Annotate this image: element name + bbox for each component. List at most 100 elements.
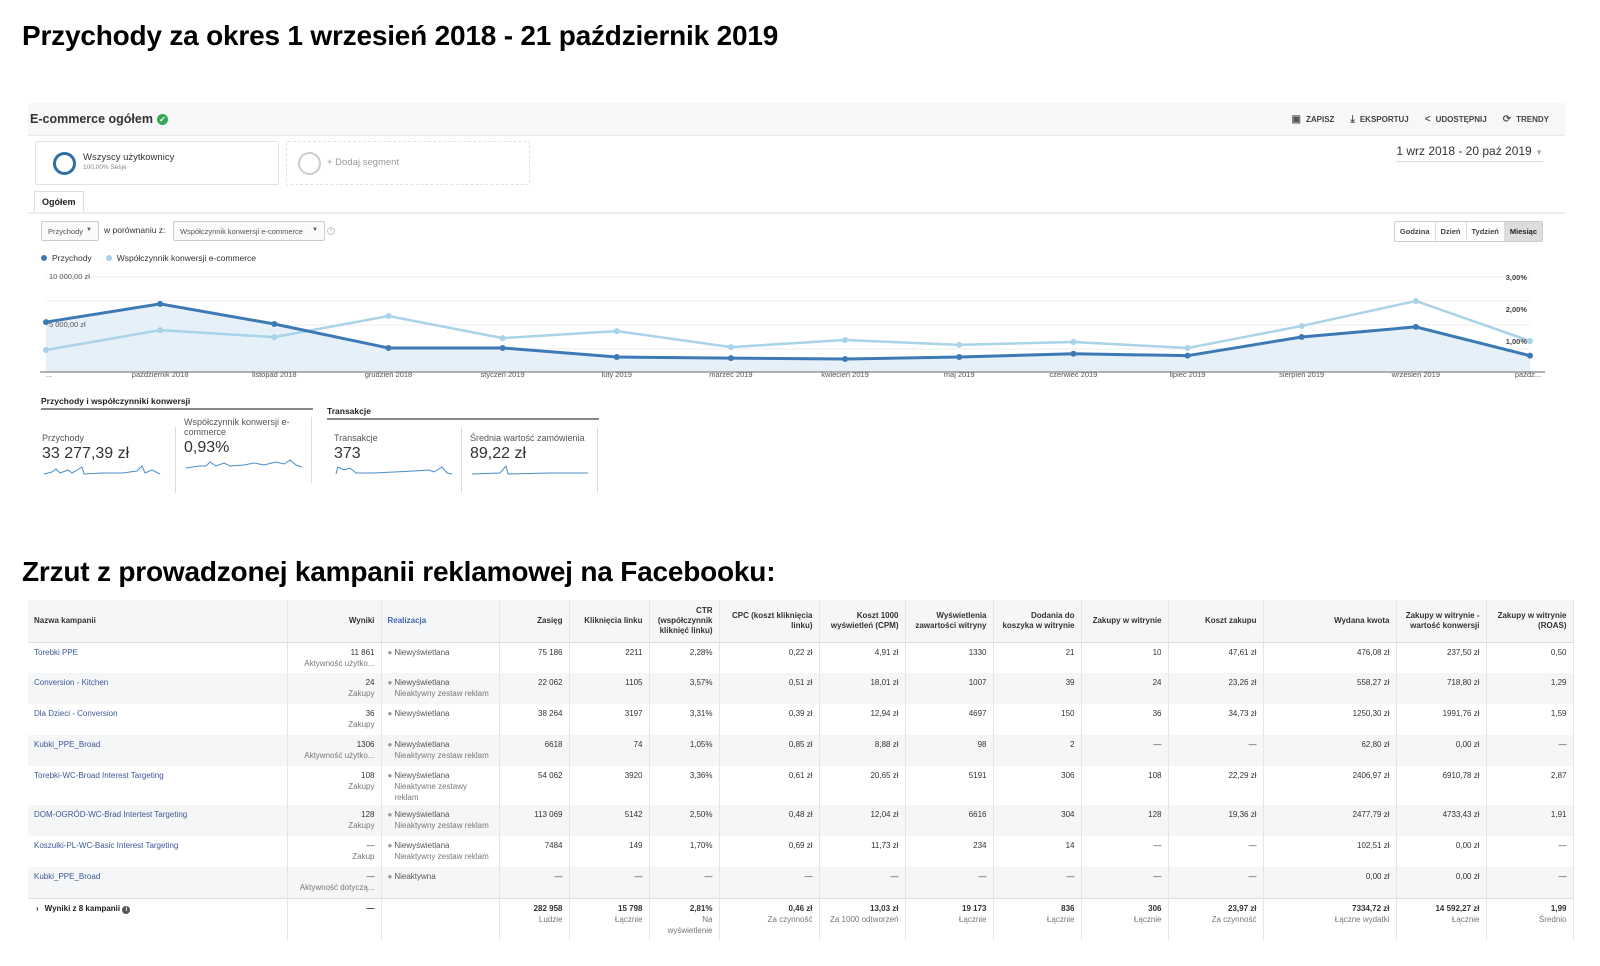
column-header[interactable]: Kliknięcia linku	[569, 600, 650, 643]
info-icon[interactable]: i	[122, 905, 131, 914]
right-tick-label: 2,00%	[1506, 305, 1528, 314]
table-row[interactable]: Conversion - Kitchen 24 Zakupy ● Niewyświetl…	[28, 673, 1574, 704]
column-header[interactable]: Koszt 1000 wyświetleń (CPM)	[819, 600, 906, 643]
compare-metric-select[interactable]: Współczynnik konwersji e-commerce ▼	[173, 221, 325, 241]
metric-cell: 20,65 zł	[819, 766, 906, 805]
granularity-hour[interactable]: Godzina	[1395, 222, 1436, 241]
data-point	[385, 345, 392, 351]
delivery-cell: ● Niewyświetlana Nieaktywny zestaw reklam	[381, 836, 500, 867]
table-row[interactable]: Torebki-WC-Broad Interest Targeting 108 Za…	[28, 766, 1574, 805]
column-header[interactable]: Wyniki	[287, 600, 382, 643]
chevron-right-icon[interactable]: ›	[36, 903, 39, 913]
campaign-name-link[interactable]: Conversion - Kitchen	[28, 673, 288, 704]
metric-cell: 1007	[905, 673, 994, 704]
campaign-name-link[interactable]: Kubki_PPE_Broad	[28, 867, 288, 898]
segment-all-users[interactable]: Wszyscy użytkownicy 100,00% Sesje	[35, 141, 279, 185]
table-row[interactable]: Kubki_PPE_Broad — Aktywność dotyczą... ● Nie…	[28, 867, 1574, 898]
column-header[interactable]: Koszt zakupu	[1168, 600, 1264, 643]
metric-avg-order-value[interactable]: Średnia wartość zamówienia 89,22 zł	[464, 427, 598, 493]
table-row[interactable]: Dla Dzieci - Conversion 36 Zakupy ● Niewyświ…	[28, 704, 1574, 735]
delivery-status: Niewyświetlana	[394, 810, 450, 819]
metric-cell: 3,57%	[649, 673, 720, 704]
x-tick-label: paźdz...	[1515, 370, 1541, 379]
metric-cell: 237,50 zł	[1396, 642, 1487, 673]
x-tick-label: czerwiec 2019	[1049, 370, 1097, 379]
share-button[interactable]: < UDOSTĘPNIJ	[1425, 114, 1487, 125]
table-row[interactable]: Koszulki-PL-WC-Basic Interest Targeting —…	[28, 836, 1574, 867]
metric-cell: 149	[569, 836, 650, 867]
results-cell: 11 861 Aktywność użytko...	[287, 642, 382, 673]
metric-cell: 75 186	[499, 642, 570, 673]
column-header[interactable]: CTR (współczynnik kliknięć linku)	[649, 600, 720, 643]
granularity-switch: Godzina Dzień Tydzień Miesiąc	[1393, 221, 1543, 242]
metric-cell: 22,29 zł	[1168, 766, 1264, 805]
status-dot-icon: ●	[387, 841, 393, 850]
column-header[interactable]: Dodania do koszyka w witrynie	[993, 600, 1082, 643]
data-point	[727, 344, 734, 351]
summary-value: 15 798	[618, 903, 643, 913]
metric-conversion-rate[interactable]: Współczynnik konwersji e-commerce 0,93%	[178, 417, 312, 483]
column-header[interactable]: Zasięg	[499, 600, 570, 643]
add-segment-label: + Dodaj segment	[327, 157, 400, 168]
share-label: UDOSTĘPNIJ	[1435, 115, 1487, 124]
granularity-week[interactable]: Tydzień	[1467, 222, 1505, 241]
data-point	[1184, 352, 1191, 359]
column-header[interactable]: Zakupy w witrynie	[1081, 600, 1169, 643]
metric-revenue[interactable]: Przychody 33 277,39 zł	[42, 427, 176, 493]
status-dot-icon: ●	[387, 872, 393, 881]
tab-overview[interactable]: Ogółem	[34, 191, 84, 213]
table-row[interactable]: DOM-OGRÓD-WC-Brad Intertest Targeting 128…	[28, 805, 1574, 836]
table-row[interactable]: Kubki_PPE_Broad 1306 Aktywność użytko... ● N…	[28, 735, 1574, 766]
column-header[interactable]: Wyświetlenia zawartości witryny	[905, 600, 994, 643]
data-point	[613, 354, 620, 361]
summary-value: 19 173	[962, 903, 987, 913]
legend-item-conversion: Współczynnik konwersji e-commerce	[105, 253, 256, 263]
data-point	[613, 328, 620, 335]
left-tick-label: 10 000,00 zł	[49, 272, 90, 281]
metric-transactions[interactable]: Transakcje 373	[328, 427, 462, 493]
metric-cell: —	[1168, 867, 1264, 898]
facebook-campaigns-table: Nazwa kampanii Wyniki Realizacja Zasięg Klik…	[28, 600, 1574, 940]
summary-value: 306	[1148, 903, 1162, 913]
metric-cell: 10	[1081, 642, 1169, 673]
export-button[interactable]: ⤓ EKSPORTUJ	[1350, 114, 1408, 125]
remove-compare-icon[interactable]: ×	[327, 227, 335, 235]
data-point	[499, 335, 506, 342]
date-range-picker[interactable]: 1 wrz 2018 - 20 paź 2019 ▼	[1396, 144, 1543, 162]
campaign-name-link[interactable]: DOM-OGRÓD-WC-Brad Intertest Targeting	[28, 805, 288, 836]
results-value: 36	[365, 709, 375, 718]
results-summary[interactable]: › Wyniki z 8 kampanii i	[28, 897, 288, 940]
delivery-status: Niewyświetlana	[394, 678, 450, 687]
metric-cell: 2,50%	[649, 805, 720, 836]
table-footer-row: › Wyniki z 8 kampanii i —282 958 Ludzie 15 7…	[28, 897, 1574, 940]
campaign-name-link[interactable]: Torebki PPE	[28, 642, 288, 673]
add-segment-button[interactable]: + Dodaj segment	[286, 141, 530, 185]
results-value: 128	[361, 810, 375, 819]
metric-label: Współczynnik konwersji e-commerce	[184, 417, 290, 437]
chart-legend: Przychody Współczynnik konwersji e-comme…	[41, 253, 256, 263]
column-header[interactable]: Zakupy w witrynie (ROAS)	[1486, 600, 1574, 643]
campaign-name-link[interactable]: Dla Dzieci - Conversion	[28, 704, 288, 735]
column-header[interactable]: CPC (koszt kliknięcia linku)	[719, 600, 820, 643]
campaign-name-link[interactable]: Kubki_PPE_Broad	[28, 735, 288, 766]
x-tick-label: sierpień 2019	[1279, 370, 1324, 379]
save-button[interactable]: ▣ ZAPISZ	[1292, 114, 1335, 125]
column-header[interactable]: Zakupy w witrynie - wartość konwersji	[1396, 600, 1487, 643]
status-dot-icon: ●	[387, 647, 393, 657]
column-header[interactable]: Wydana kwota	[1263, 600, 1397, 643]
campaign-name-link[interactable]: Torebki-WC-Broad Interest Targeting	[28, 766, 288, 805]
metric-cell: 2477,79 zł	[1263, 805, 1397, 836]
granularity-day[interactable]: Dzień	[1436, 222, 1467, 241]
delivery-substatus: Nieaktywny zestaw reklam	[394, 821, 489, 830]
granularity-month[interactable]: Miesiąc	[1504, 222, 1542, 241]
share-icon: <	[1424, 114, 1431, 125]
column-header[interactable]: Nazwa kampanii	[28, 600, 288, 643]
metric-cell: 36	[1081, 704, 1169, 735]
column-header[interactable]: Realizacja	[381, 600, 500, 643]
trends-button[interactable]: ⟳ TRENDY	[1503, 114, 1549, 125]
data-point	[1527, 352, 1533, 359]
table-row[interactable]: Torebki PPE 11 861 Aktywność użytko... ● Nie…	[28, 642, 1574, 673]
metric-select[interactable]: Przychody ▼	[41, 221, 99, 241]
campaign-name-link[interactable]: Koszulki-PL-WC-Basic Interest Targeting	[28, 836, 288, 867]
metric-cell: 98	[905, 735, 994, 766]
